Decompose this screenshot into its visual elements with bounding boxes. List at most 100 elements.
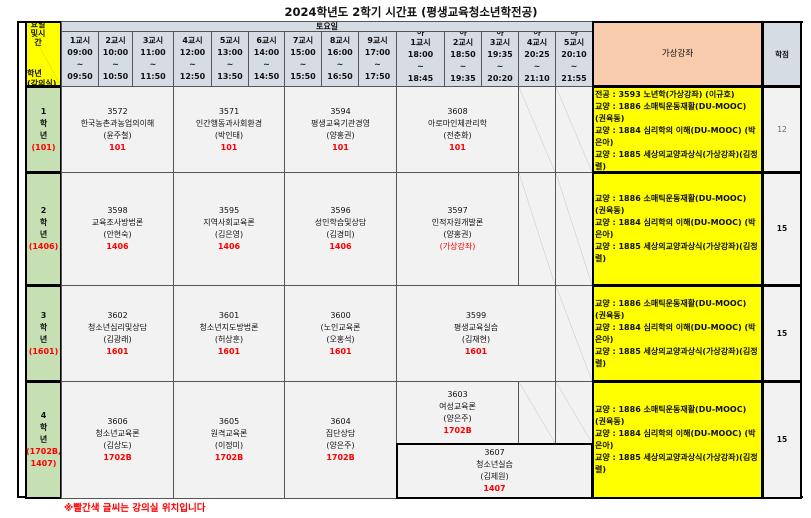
course-professor: (박인태) — [214, 130, 244, 140]
course-professor: (김경미) — [326, 230, 355, 239]
period-header: 1교시 09:00 ~09:50 — [61, 31, 99, 87]
course-code: 3598 — [107, 206, 128, 215]
course-code: 3600 — [330, 310, 351, 320]
period-sep: ~ — [374, 60, 381, 69]
empty-diagonal-line — [519, 87, 555, 172]
period-header: 4교시 12:00 ~12:50 — [173, 31, 212, 87]
virtual-course: 교양 : 1886 소매틱운동재활(DU-MOOC) (권육동) — [595, 194, 747, 215]
course-code: 3608 — [447, 106, 468, 116]
course-cell: 3572 한국농촌과농업의이해 (윤주철) 101 — [61, 86, 174, 173]
period-end: 20:20 — [487, 74, 513, 83]
course-name: 청소년실습 — [476, 460, 513, 469]
course-name: 교육조사방법론 — [91, 218, 144, 227]
period-header: 8교시 16:00 ~16:50 — [321, 31, 359, 87]
course-cell: 3571 인간행동과사회환경 (박인태) 101 — [173, 86, 285, 173]
course-professor: (양홍권) — [326, 130, 355, 140]
course-professor: (양홍권) — [443, 230, 472, 239]
course-professor: (전춘화) — [443, 130, 472, 140]
period-label: 7교시 — [292, 36, 314, 45]
course-cell: 3608 아로마인체관리학 (전춘화) 101 — [396, 86, 519, 173]
course-code: 3605 — [218, 417, 240, 426]
credits-header: 학점 — [762, 21, 802, 87]
course-cell: 3600 (노인교육론 (오홍석) 1601 — [284, 285, 397, 382]
empty-cell — [555, 172, 593, 286]
course-code: 3604 — [330, 417, 351, 426]
course-room: 1601 — [464, 346, 488, 356]
period-end: 16:50 — [327, 72, 353, 81]
course-room: 1601 — [217, 346, 241, 356]
empty-cell — [518, 381, 556, 444]
course-professor: (오홍석) — [326, 334, 355, 344]
course-cell: 3603 여성교육론 (양은주) 1702B — [396, 381, 519, 444]
credits-value: 15 — [776, 224, 788, 233]
course-room: 1406 — [329, 242, 352, 251]
virtual-course: 교양 : 1885 세상의교양과상식(가상강좌)(김정렬) — [595, 346, 758, 368]
period-end: 10:50 — [102, 72, 129, 81]
period-end: 21:55 — [561, 74, 587, 83]
course-professor: (김재현) — [461, 334, 491, 344]
period-label: 5교시 — [563, 38, 585, 47]
period-start: 19:35 — [487, 50, 513, 59]
night-prefix: 야 — [533, 31, 541, 37]
course-name: 지역사회교육론 — [203, 218, 255, 227]
credits-value: 15 — [776, 435, 788, 444]
course-code: 3596 — [330, 206, 351, 215]
course-code: 3599 — [465, 310, 487, 320]
grade-label: 3 학 년 (1601) — [25, 285, 62, 382]
period-sep: ~ — [189, 60, 196, 69]
grade-label: 1 학 년 (101) — [25, 86, 62, 173]
corner-room-label: (강의실) — [27, 79, 57, 87]
period-start: 10:00 — [102, 48, 129, 57]
credits-header-label: 학점 — [775, 50, 789, 59]
course-professor: (양은주) — [326, 441, 355, 450]
empty-cell — [555, 381, 593, 444]
period-header: 9교시 17:00 ~17:50 — [358, 31, 397, 87]
course-name: 여성교육론 — [439, 401, 476, 411]
course-professor: (김제원) — [480, 472, 509, 481]
period-end: 14:50 — [253, 72, 280, 81]
period-end: 17:50 — [364, 72, 391, 81]
course-room: 101 — [449, 142, 466, 152]
grade-number: 3 — [40, 310, 47, 320]
period-start: 17:00 — [364, 48, 391, 57]
virtual-course: 교양 : 1884 심리학의 이해(DU-MOOC) (박은아) — [595, 322, 756, 344]
period-end: 15:50 — [290, 72, 316, 81]
virtual-course: 교양 : 1884 심리학의 이해(DU-MOOC) (박은아) — [595, 429, 756, 450]
virtual-course: 교양 : 1884 심리학의 이해(DU-MOOC) (박은아) — [595, 126, 756, 147]
course-professor: (안현숙) — [103, 230, 132, 239]
credits-cell: 15 — [762, 381, 802, 499]
grade-char: 학 — [39, 322, 48, 332]
period-header: 야 4교시 20:25 ~21:10 — [518, 31, 556, 87]
period-start: 20:25 — [524, 50, 550, 59]
course-room: 1702B — [103, 453, 132, 462]
grade-char: 학 — [39, 218, 48, 227]
night-prefix: 야 — [496, 31, 504, 37]
period-end: 12:50 — [179, 72, 206, 81]
grade-char: 년 — [39, 130, 48, 140]
grade-number: 2 — [40, 206, 47, 215]
period-start: 15:00 — [290, 48, 316, 57]
period-label: 1교시 — [69, 36, 91, 45]
course-room: 1406 — [106, 242, 129, 251]
course-cell: 3595 지역사회교육론 (김은영) 1406 — [173, 172, 285, 286]
course-code: 3572 — [107, 106, 128, 116]
grade-number: 1 — [40, 106, 47, 116]
course-room: 1601 — [106, 346, 129, 356]
empty-cell — [518, 172, 556, 286]
grade-number: 4 — [40, 411, 47, 420]
period-header: 3교시 11:00 ~11:50 — [132, 31, 174, 87]
period-end: 19:35 — [450, 74, 476, 83]
period-label: 5교시 — [219, 36, 241, 45]
grade-char: 학 — [39, 118, 48, 128]
course-cell: 3594 평생교육기관경영 (양홍권) 101 — [284, 86, 397, 173]
grade-char: 년 — [39, 435, 48, 444]
empty-diagonal-line — [556, 173, 592, 285]
day-label: 토요일 — [315, 22, 339, 31]
course-code: 3571 — [218, 106, 240, 116]
night-prefix: 야 — [416, 31, 425, 37]
grade-label: 2 학 년 (1406) — [25, 172, 62, 286]
virtual-course: 교양 : 1884 심리학의 이해(DU-MOOC) (박은아) — [595, 218, 756, 239]
period-label: 8교시 — [329, 36, 351, 45]
course-name: 청소년지도방법론 — [199, 322, 259, 332]
virtual-course: 교양 : 1885 세상의교양과상식(가상강좌)(김정렬) — [595, 150, 758, 171]
